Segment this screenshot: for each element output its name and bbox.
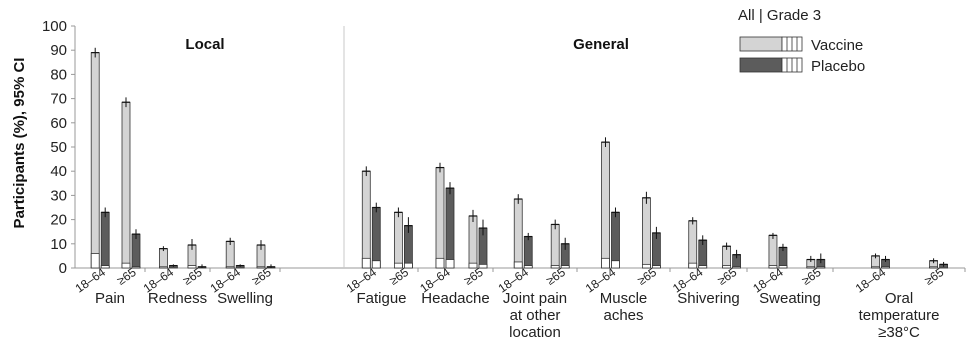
bar-grade3-vaccine: [601, 257, 610, 269]
bar-grade3-vaccine: [158, 266, 168, 269]
bar-grade3-placebo: [371, 260, 381, 269]
bar-grade3-vaccine: [722, 265, 731, 269]
bar-vaccine: [513, 198, 523, 269]
category-label: Fatigue: [356, 290, 406, 307]
bar-grade3-vaccine: [393, 262, 403, 269]
y-tick-label: 20: [50, 212, 67, 229]
bar-vaccine: [468, 215, 478, 269]
bar-grade3-vaccine: [361, 257, 371, 269]
bar-grade3-placebo: [523, 265, 533, 269]
category-label: Headache: [421, 290, 489, 307]
y-tick-label: 0: [59, 260, 67, 277]
bar-vaccine: [435, 167, 445, 269]
legend-header: All | Grade 3: [738, 7, 821, 24]
bar-grade3-vaccine: [468, 262, 478, 269]
category-label: at other: [510, 307, 561, 324]
bar-grade3-placebo: [816, 266, 826, 269]
bar-vaccine: [550, 224, 560, 269]
y-tick-label: 70: [50, 91, 67, 108]
bar-vaccine: [601, 141, 610, 269]
bar-grade3-placebo: [445, 259, 455, 269]
bar-grade3-placebo: [478, 263, 488, 269]
bar-placebo: [523, 236, 533, 269]
panel-label-local: Local: [185, 36, 224, 53]
y-tick-label: 10: [50, 236, 67, 253]
category-label: Redness: [148, 290, 207, 307]
bar-placebo: [445, 187, 455, 269]
bar-grade3-placebo: [611, 260, 620, 269]
bar-grade3-vaccine: [90, 253, 100, 269]
bar-vaccine: [361, 170, 371, 269]
bar-grade3-placebo: [100, 265, 110, 269]
age-tick-label: 18–64: [853, 265, 889, 296]
y-tick-label: 40: [50, 163, 67, 180]
bar-vaccine: [688, 220, 698, 269]
y-tick-label: 30: [50, 187, 67, 204]
category-label: aches: [603, 307, 643, 324]
bar-vaccine: [225, 240, 235, 269]
bar-vaccine: [768, 234, 778, 269]
y-axis-label: Participants (%), 95% CI: [11, 58, 28, 229]
bar-grade3-vaccine: [929, 266, 938, 269]
legend-label-vaccine: Vaccine: [811, 37, 863, 54]
bar-vaccine: [393, 211, 403, 269]
bar-grade3-vaccine: [435, 257, 445, 269]
bar-grade3-placebo: [881, 266, 890, 269]
bar-grade3-placebo: [403, 262, 413, 269]
category-label: temperature: [859, 307, 940, 324]
bar-vaccine: [642, 197, 651, 269]
bar-grade3-vaccine: [806, 266, 816, 269]
category-label: Muscle: [600, 290, 648, 307]
bar-grade3-vaccine: [871, 266, 880, 269]
panel-label-general: General: [573, 36, 629, 53]
category-label: Pain: [95, 290, 125, 307]
bar-grade3-vaccine: [256, 266, 266, 269]
bar-grade3-vaccine: [513, 261, 523, 269]
bar-placebo: [611, 211, 620, 269]
y-tick-label: 60: [50, 115, 67, 132]
category-label: ≥38°C: [878, 324, 920, 341]
bar-vaccine: [158, 248, 168, 269]
y-tick-label: 50: [50, 139, 67, 156]
bar-grade3-vaccine: [225, 266, 235, 269]
bar-vaccine: [121, 101, 131, 269]
category-label: Swelling: [217, 290, 273, 307]
category-label: Joint pain: [503, 290, 567, 307]
bar-grade3-vaccine: [121, 262, 131, 269]
bar-grade3-vaccine: [768, 265, 778, 269]
bar-placebo: [100, 211, 110, 269]
bar-grade3-placebo: [652, 265, 661, 269]
y-tick-label: 100: [42, 18, 67, 35]
category-label: Sweating: [759, 290, 821, 307]
bar-grade3-placebo: [732, 266, 741, 269]
y-tick-label: 80: [50, 66, 67, 83]
bar-vaccine: [90, 52, 100, 269]
category-label: location: [509, 324, 561, 341]
category-label: Oral: [885, 290, 913, 307]
bar-placebo: [371, 207, 381, 269]
y-tick-label: 90: [50, 42, 67, 59]
bar-grade3-vaccine: [187, 265, 197, 269]
bar-placebo: [131, 233, 141, 269]
bar-grade3-placebo: [131, 266, 141, 269]
category-label: Shivering: [677, 290, 740, 307]
bar-grade3-vaccine: [642, 263, 651, 269]
legend: [739, 36, 803, 73]
legend-label-placebo: Placebo: [811, 58, 865, 75]
bar-grade3-placebo: [698, 265, 708, 269]
bar-grade3-vaccine: [688, 262, 698, 269]
bar-grade3-placebo: [560, 265, 570, 269]
legend-swatch-vaccine: [739, 36, 783, 52]
bar-grade3-vaccine: [550, 265, 560, 269]
bar-grade3-placebo: [778, 265, 788, 269]
legend-swatch-placebo: [739, 57, 783, 73]
